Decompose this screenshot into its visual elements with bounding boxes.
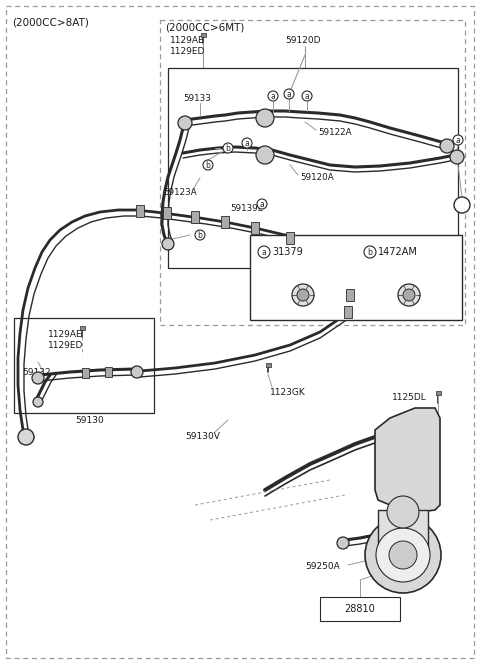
Text: 1125DL: 1125DL <box>392 393 427 402</box>
Circle shape <box>364 246 376 258</box>
Text: a: a <box>305 92 310 100</box>
Text: 59139E: 59139E <box>230 204 263 213</box>
Circle shape <box>297 289 309 301</box>
Text: 59123A: 59123A <box>163 188 197 197</box>
Text: 59130V: 59130V <box>185 432 220 441</box>
Text: 28810: 28810 <box>345 604 375 614</box>
Bar <box>80 326 84 330</box>
Circle shape <box>258 246 270 258</box>
Circle shape <box>131 366 143 378</box>
Circle shape <box>376 528 430 582</box>
Circle shape <box>178 116 192 130</box>
Bar <box>378 510 428 548</box>
Bar <box>14 318 154 413</box>
Circle shape <box>242 138 252 148</box>
Circle shape <box>256 109 274 127</box>
Bar <box>251 222 259 234</box>
Circle shape <box>33 397 43 407</box>
Text: a: a <box>262 248 266 256</box>
Circle shape <box>292 284 314 306</box>
Bar <box>286 232 294 244</box>
Circle shape <box>284 89 294 99</box>
Text: 1129AE: 1129AE <box>170 36 204 45</box>
Circle shape <box>403 289 415 301</box>
Circle shape <box>268 91 278 101</box>
Bar <box>163 207 171 219</box>
Text: (2000CC>6MT): (2000CC>6MT) <box>165 22 244 32</box>
Bar <box>250 235 462 320</box>
Text: a: a <box>271 92 276 100</box>
Circle shape <box>365 517 441 593</box>
Bar <box>265 363 271 367</box>
Bar <box>136 205 144 217</box>
Circle shape <box>203 160 213 170</box>
Text: a: a <box>456 135 460 145</box>
Circle shape <box>32 372 44 384</box>
Bar <box>344 306 352 318</box>
Circle shape <box>223 143 233 153</box>
Text: b: b <box>368 248 372 256</box>
Text: 1472AM: 1472AM <box>378 247 418 257</box>
Text: 1123GK: 1123GK <box>270 388 306 397</box>
Text: b: b <box>226 143 230 153</box>
Bar <box>191 211 199 223</box>
Circle shape <box>454 197 470 213</box>
Text: 1129ED: 1129ED <box>170 47 205 56</box>
Bar <box>221 216 229 228</box>
Bar <box>160 20 465 325</box>
Bar <box>346 289 354 301</box>
Polygon shape <box>375 408 440 512</box>
Text: 1129ED: 1129ED <box>48 341 84 350</box>
Circle shape <box>256 146 274 164</box>
Circle shape <box>162 238 174 250</box>
Text: 59122A: 59122A <box>318 128 352 137</box>
Circle shape <box>453 135 463 145</box>
Circle shape <box>257 199 267 209</box>
Bar <box>168 68 458 268</box>
Text: a: a <box>245 139 250 147</box>
Text: 31379: 31379 <box>272 247 303 257</box>
Text: b: b <box>198 230 203 240</box>
Bar <box>82 368 89 378</box>
Text: a: a <box>287 90 291 98</box>
Text: 59130: 59130 <box>75 416 104 425</box>
Text: a: a <box>260 199 264 208</box>
Text: 59120D: 59120D <box>285 36 321 45</box>
Text: b: b <box>205 161 210 169</box>
Circle shape <box>440 139 454 153</box>
Circle shape <box>389 541 417 569</box>
Text: 59133: 59133 <box>183 94 211 103</box>
Circle shape <box>450 150 464 164</box>
Circle shape <box>302 91 312 101</box>
Bar <box>105 367 112 377</box>
Bar <box>201 33 205 37</box>
Text: (2000CC>8AT): (2000CC>8AT) <box>12 17 89 27</box>
Text: 1129AE: 1129AE <box>48 330 83 339</box>
Circle shape <box>195 230 205 240</box>
Bar <box>320 597 400 621</box>
Circle shape <box>337 537 349 549</box>
Bar <box>435 391 441 395</box>
Circle shape <box>387 496 419 528</box>
Circle shape <box>398 284 420 306</box>
Text: 59132: 59132 <box>22 368 50 377</box>
Circle shape <box>18 429 34 445</box>
Text: 59120A: 59120A <box>300 173 334 182</box>
Text: A: A <box>459 201 465 210</box>
Text: 59250A: 59250A <box>305 562 340 571</box>
